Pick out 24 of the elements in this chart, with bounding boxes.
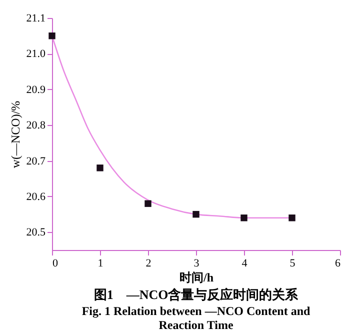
y-tick-label: 20.6 <box>26 190 46 203</box>
y-tick-label: 20.9 <box>26 84 46 96</box>
point <box>96 164 104 172</box>
point <box>144 200 152 207</box>
point <box>48 32 56 40</box>
text: 图1 —NCO含量与反应时间的关系 <box>94 287 300 302</box>
text: Fig. 1 Relation between —NCO Content and Reaction Time <box>82 304 310 332</box>
x-tick-label: 5 <box>290 258 296 270</box>
x-tick-label: 4 <box>242 258 248 270</box>
y-tick-label: 20.8 <box>26 120 46 132</box>
point <box>192 210 200 218</box>
x-axis-title: 时间/h <box>179 270 214 284</box>
x-tick-label: 6 <box>335 258 341 270</box>
point <box>288 214 296 222</box>
y-tick-label: 20.7 <box>26 155 46 168</box>
x-tick-label: 2 <box>146 258 152 270</box>
y-tick-label: 20.5 <box>26 226 46 239</box>
y-tick-label: 21.0 <box>26 48 46 60</box>
x-tick-label: 3 <box>194 258 200 270</box>
x-tick-label: 1 <box>98 258 104 270</box>
y-axis-title: w(—NCO)/% <box>8 100 22 168</box>
x-tick-label: 0 <box>52 258 58 270</box>
y-tick-label: 21.1 <box>26 12 46 24</box>
point <box>240 214 248 222</box>
